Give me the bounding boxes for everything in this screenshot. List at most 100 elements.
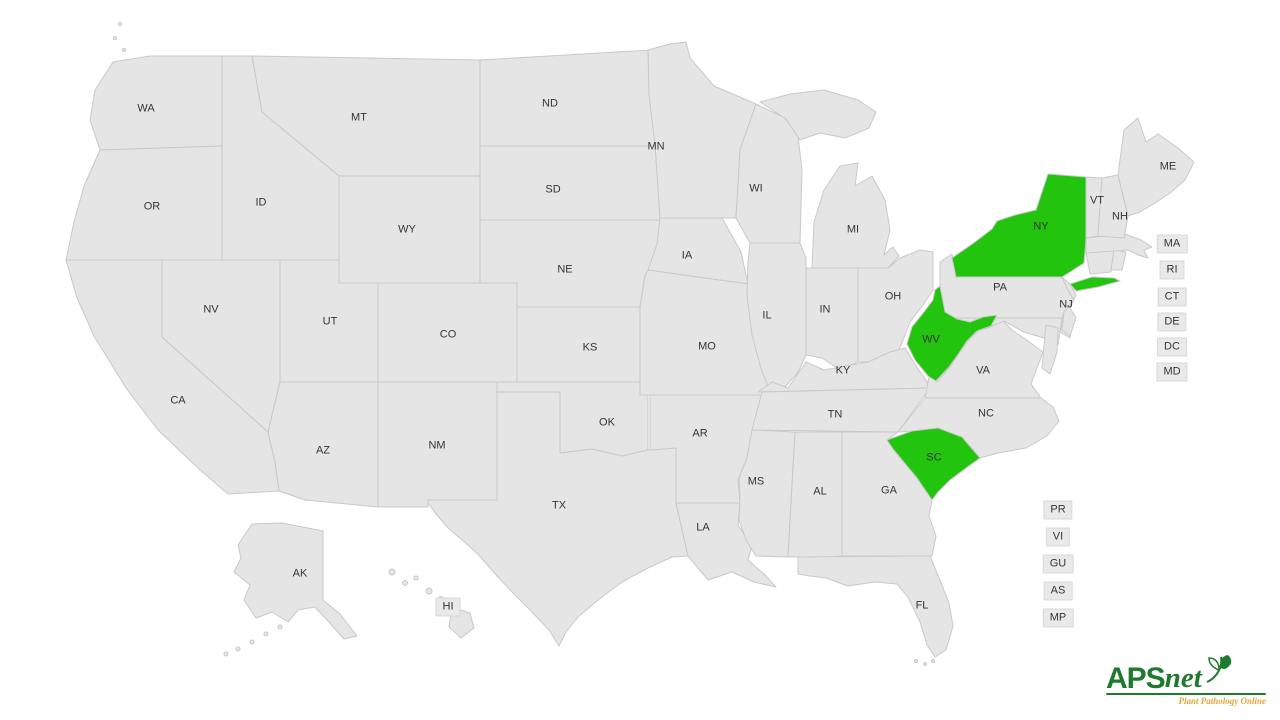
state-label-ky: KY <box>835 364 851 377</box>
state-label-nj: NJ <box>1059 298 1073 311</box>
state-label-ne: NE <box>557 263 573 276</box>
state-label-wv: WV <box>922 333 940 346</box>
state-label-ms: MS <box>747 475 765 488</box>
state-sc[interactable] <box>886 427 981 501</box>
state-label-sc: SC <box>926 451 942 464</box>
state-ny-long-island[interactable] <box>1069 276 1121 292</box>
state-label-md[interactable]: MD <box>1156 362 1188 382</box>
state-nj[interactable] <box>1061 276 1077 337</box>
state-label-ga: GA <box>881 484 897 497</box>
state-ak-aleutians <box>263 631 269 637</box>
state-label-id: ID <box>255 196 267 209</box>
state-label-ri[interactable]: RI <box>1159 260 1185 280</box>
state-fl-keys <box>914 659 918 663</box>
state-label-wa: WA <box>137 102 155 115</box>
state-la[interactable] <box>675 502 777 588</box>
apsnet-brand-text: APS <box>1106 661 1166 695</box>
state-hi-island[interactable] <box>388 568 396 576</box>
state-label-sd: SD <box>545 183 561 196</box>
state-label-nh: NH <box>1112 210 1128 223</box>
state-wa-islands <box>118 22 122 26</box>
state-label-pa: PA <box>993 281 1007 294</box>
state-sd[interactable] <box>479 145 661 221</box>
state-label-de[interactable]: DE <box>1157 312 1187 332</box>
state-label-mi: MI <box>846 223 860 236</box>
state-label-ut: UT <box>322 315 338 328</box>
logo-tagline: Plant Pathology Online <box>1178 696 1266 706</box>
state-label-al: AL <box>813 485 827 498</box>
state-mi[interactable] <box>811 162 900 269</box>
state-label-ar: AR <box>692 427 708 440</box>
leaf-icon <box>1204 654 1238 689</box>
state-label-nc: NC <box>978 407 994 420</box>
state-label-il: IL <box>762 309 772 322</box>
state-va[interactable] <box>924 314 1044 399</box>
state-label-or: OR <box>143 200 161 213</box>
state-ri[interactable] <box>1110 249 1127 271</box>
state-label-as[interactable]: AS <box>1043 581 1073 601</box>
state-tx[interactable] <box>427 391 689 647</box>
state-label-ct[interactable]: CT <box>1157 287 1187 307</box>
state-label-ma[interactable]: MA <box>1156 234 1188 254</box>
state-hi-island[interactable] <box>413 575 419 581</box>
state-label-wi: WI <box>749 182 763 195</box>
state-label-ak: AK <box>292 567 308 580</box>
state-hi-island[interactable] <box>425 587 433 595</box>
state-wa[interactable] <box>89 55 223 151</box>
state-label-co: CO <box>439 328 457 341</box>
state-label-fl: FL <box>915 599 929 612</box>
state-wa-islands <box>122 48 126 52</box>
state-ak[interactable] <box>233 522 358 640</box>
state-hi-island[interactable] <box>402 580 408 586</box>
state-fl[interactable] <box>797 555 954 658</box>
state-label-ok: OK <box>599 416 615 429</box>
state-label-mo: MO <box>698 340 716 353</box>
state-mi-upper-peninsula[interactable] <box>759 89 877 141</box>
state-label-pr[interactable]: PR <box>1043 500 1073 520</box>
state-in[interactable] <box>805 267 859 371</box>
apsnet-logo[interactable]: APS net Plant Pathology Online <box>1106 654 1266 706</box>
state-label-mn: MN <box>647 140 665 153</box>
state-al[interactable] <box>787 431 843 575</box>
state-label-mp[interactable]: MP <box>1042 608 1074 628</box>
state-me[interactable] <box>1117 117 1195 217</box>
state-label-nm: NM <box>428 439 446 452</box>
state-ma[interactable] <box>1085 233 1153 259</box>
state-label-ia: IA <box>681 249 693 262</box>
state-ak-aleutians <box>249 639 255 645</box>
state-label-ca: CA <box>170 394 186 407</box>
state-ny[interactable] <box>951 173 1087 278</box>
state-ak-aleutians <box>223 651 229 657</box>
state-label-oh: OH <box>884 290 902 303</box>
state-label-dc[interactable]: DC <box>1157 337 1187 357</box>
state-ak-aleutians <box>277 624 283 630</box>
state-label-gu[interactable]: GU <box>1042 554 1074 574</box>
state-label-hi[interactable]: HI <box>435 597 461 617</box>
state-label-ks: KS <box>582 341 598 354</box>
state-fl-keys <box>931 659 935 663</box>
state-nd[interactable] <box>479 49 657 147</box>
state-label-in: IN <box>819 303 831 316</box>
state-label-tx: TX <box>551 499 567 512</box>
state-label-mt: MT <box>351 111 367 124</box>
state-label-nv: NV <box>203 303 219 316</box>
state-nh[interactable] <box>1097 174 1129 239</box>
state-md-delmarva[interactable] <box>1041 324 1059 375</box>
state-label-tn: TN <box>827 408 843 421</box>
apsnet-brand-suffix: net <box>1164 662 1202 695</box>
state-label-vi[interactable]: VI <box>1045 527 1071 547</box>
state-label-wy: WY <box>398 223 416 236</box>
state-label-ny: NY <box>1033 220 1049 233</box>
state-ct[interactable] <box>1085 249 1115 275</box>
state-label-az: AZ <box>315 444 331 457</box>
state-label-me: ME <box>1159 160 1177 173</box>
logo-underline <box>1106 693 1266 695</box>
state-fl-keys <box>923 662 927 666</box>
state-ky[interactable] <box>757 347 931 393</box>
state-label-la: LA <box>696 521 710 534</box>
state-wv[interactable] <box>906 285 998 382</box>
state-ks[interactable] <box>516 306 641 383</box>
